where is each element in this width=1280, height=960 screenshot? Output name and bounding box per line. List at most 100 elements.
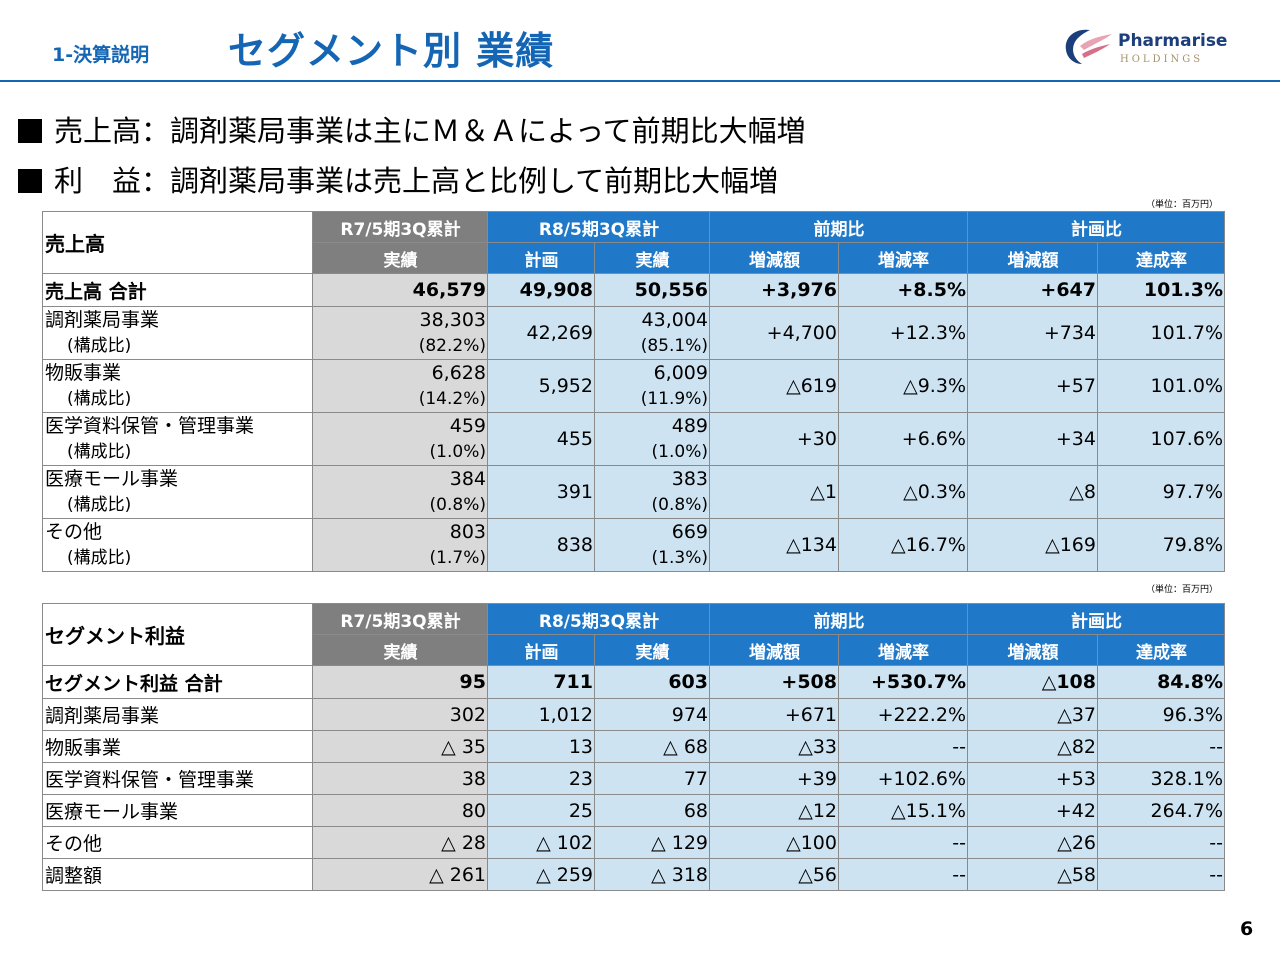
cell-yoy-amount: +4,700 <box>709 306 839 360</box>
cell-actual-ratio: (0.8%) <box>651 495 708 515</box>
cell-actual-ratio: (11.9%) <box>640 389 708 409</box>
cell-yoy-rate: △15.1% <box>838 794 968 827</box>
cell-prev: 803 (1.7%) <box>312 518 488 572</box>
row-label: 医学資料保管・管理事業 <box>42 762 313 795</box>
cell-yoy-rate: △16.7% <box>838 518 968 572</box>
cell-actual-ratio: (1.3%) <box>651 548 708 568</box>
cell-yoy-amount: +508 <box>709 665 839 699</box>
row-label: 調整額 <box>42 858 313 891</box>
row-sublabel: (構成比) <box>67 389 132 409</box>
header-vs-plan: 計画比 <box>967 603 1225 635</box>
cell-plan-amount: +53 <box>967 762 1098 795</box>
row-sublabel: (構成比) <box>67 548 132 568</box>
square-bullet-icon <box>18 169 42 193</box>
cell-plan-amount: △82 <box>967 730 1098 763</box>
cell-actual: 77 <box>594 762 710 795</box>
bullet-profit: 利 益：調剤薬局事業は売上高と比例して前期比大幅増 <box>18 158 778 200</box>
cell-actual-value: 383 <box>671 468 708 490</box>
square-bullet-icon <box>18 119 42 143</box>
header-prev-period: R7/5期3Q累計 <box>312 603 488 635</box>
page-title: セグメント別 業績 <box>228 29 555 73</box>
table-row: 医療モール事業 80 25 68 △12 △15.1% +42 264.7% <box>42 794 1225 827</box>
cell-plan-amount: +647 <box>967 273 1098 307</box>
company-logo: Pharmarise HOLDINGS <box>1060 24 1250 68</box>
cell-plan: △ 259 <box>487 858 595 891</box>
profit-table: セグメント利益 R7/5期3Q累計 R8/5期3Q累計 前期比 計画比 実績 計… <box>42 603 1225 891</box>
cell-achievement: 328.1% <box>1097 762 1225 795</box>
cell-actual: 68 <box>594 794 710 827</box>
cell-yoy-amount: △56 <box>709 858 839 891</box>
cell-prev-ratio: (1.7%) <box>429 548 486 568</box>
cell-prev: 46,579 <box>312 273 488 307</box>
header-actual: 実績 <box>594 634 710 666</box>
table-row: 調整額 △ 261 △ 259 △ 318 △56 -- △58 -- <box>42 858 1225 891</box>
cell-yoy-amount: △12 <box>709 794 839 827</box>
table-row: その他 △ 28 △ 102 △ 129 △100 -- △26 -- <box>42 826 1225 859</box>
cell-actual-value: 6,009 <box>653 362 708 384</box>
cell-yoy-rate: +102.6% <box>838 762 968 795</box>
cell-actual: 974 <box>594 698 710 731</box>
cell-actual: 669 (1.3%) <box>594 518 710 572</box>
cell-yoy-rate: +8.5% <box>838 273 968 307</box>
table-row: 医学資料保管・管理事業 (構成比) 459 (1.0%) 455 489 (1.0%)… <box>42 412 1225 466</box>
cell-plan-amount: +42 <box>967 794 1098 827</box>
header-actual: 実績 <box>312 242 488 274</box>
bullet-text: 利 益：調剤薬局事業は売上高と比例して前期比大幅増 <box>54 164 779 198</box>
cell-prev-value: 38,303 <box>419 309 486 331</box>
cell-yoy-rate: +12.3% <box>838 306 968 360</box>
header-vs-plan: 計画比 <box>967 211 1225 243</box>
cell-yoy-rate: +6.6% <box>838 412 968 466</box>
cell-yoy-rate: +530.7% <box>838 665 968 699</box>
cell-plan-amount: +734 <box>967 306 1098 360</box>
cell-achievement: 264.7% <box>1097 794 1225 827</box>
cell-prev: △ 261 <box>312 858 488 891</box>
cell-prev-value: 384 <box>449 468 486 490</box>
cell-actual-value: 43,004 <box>641 309 708 331</box>
row-sublabel: (構成比) <box>67 495 132 515</box>
cell-achievement: 101.0% <box>1097 359 1225 413</box>
cell-plan: 455 <box>487 412 595 466</box>
cell-prev-value: 803 <box>449 521 486 543</box>
row-label-cell: 医学資料保管・管理事業 (構成比) <box>42 412 313 466</box>
header-yoy: 前期比 <box>709 211 968 243</box>
unit-label: （単位：百万円） <box>1146 200 1219 210</box>
sales-table: 売上高 R7/5期3Q累計 R8/5期3Q累計 前期比 計画比 実績 計画 実績… <box>42 211 1225 572</box>
cell-achievement: 96.3% <box>1097 698 1225 731</box>
cell-yoy-rate: △9.3% <box>838 359 968 413</box>
cell-yoy-rate: -- <box>838 826 968 859</box>
header-change-amount: 増減額 <box>709 634 839 666</box>
row-label-cell: 調剤薬局事業 (構成比) <box>42 306 313 360</box>
cell-plan: 13 <box>487 730 595 763</box>
cell-actual: △ 129 <box>594 826 710 859</box>
title-divider <box>0 80 1280 82</box>
cell-prev: 384 (0.8%) <box>312 465 488 519</box>
cell-yoy-amount: △100 <box>709 826 839 859</box>
row-sublabel: (構成比) <box>67 442 132 462</box>
header-curr-period: R8/5期3Q累計 <box>487 603 710 635</box>
cell-actual-ratio: (1.0%) <box>651 442 708 462</box>
cell-prev: △ 28 <box>312 826 488 859</box>
cell-achievement: -- <box>1097 730 1225 763</box>
cell-achievement: 84.8% <box>1097 665 1225 699</box>
row-label: 調剤薬局事業 <box>42 698 313 731</box>
row-label: 物販事業 <box>42 730 313 763</box>
header-curr-period: R8/5期3Q累計 <box>487 211 710 243</box>
cell-prev: 38 <box>312 762 488 795</box>
logo-subtext: HOLDINGS <box>1120 54 1204 65</box>
table-row-total: セグメント利益 合計 95 711 603 +508 +530.7% △108 … <box>42 665 1225 699</box>
cell-plan: 23 <box>487 762 595 795</box>
page-number: 6 <box>1240 918 1254 940</box>
row-label-cell: その他 (構成比) <box>42 518 313 572</box>
cell-yoy-amount: +39 <box>709 762 839 795</box>
cell-yoy-rate: -- <box>838 858 968 891</box>
row-label: 物販事業 <box>45 362 122 384</box>
cell-yoy-amount: △1 <box>709 465 839 519</box>
logo-name: Pharmarise <box>1118 31 1228 51</box>
cell-plan: 25 <box>487 794 595 827</box>
cell-yoy-amount: △619 <box>709 359 839 413</box>
cell-achievement: 101.3% <box>1097 273 1225 307</box>
cell-plan: 42,269 <box>487 306 595 360</box>
cell-actual-ratio: (85.1%) <box>640 336 708 356</box>
header-actual: 実績 <box>312 634 488 666</box>
header-prev-period: R7/5期3Q累計 <box>312 211 488 243</box>
